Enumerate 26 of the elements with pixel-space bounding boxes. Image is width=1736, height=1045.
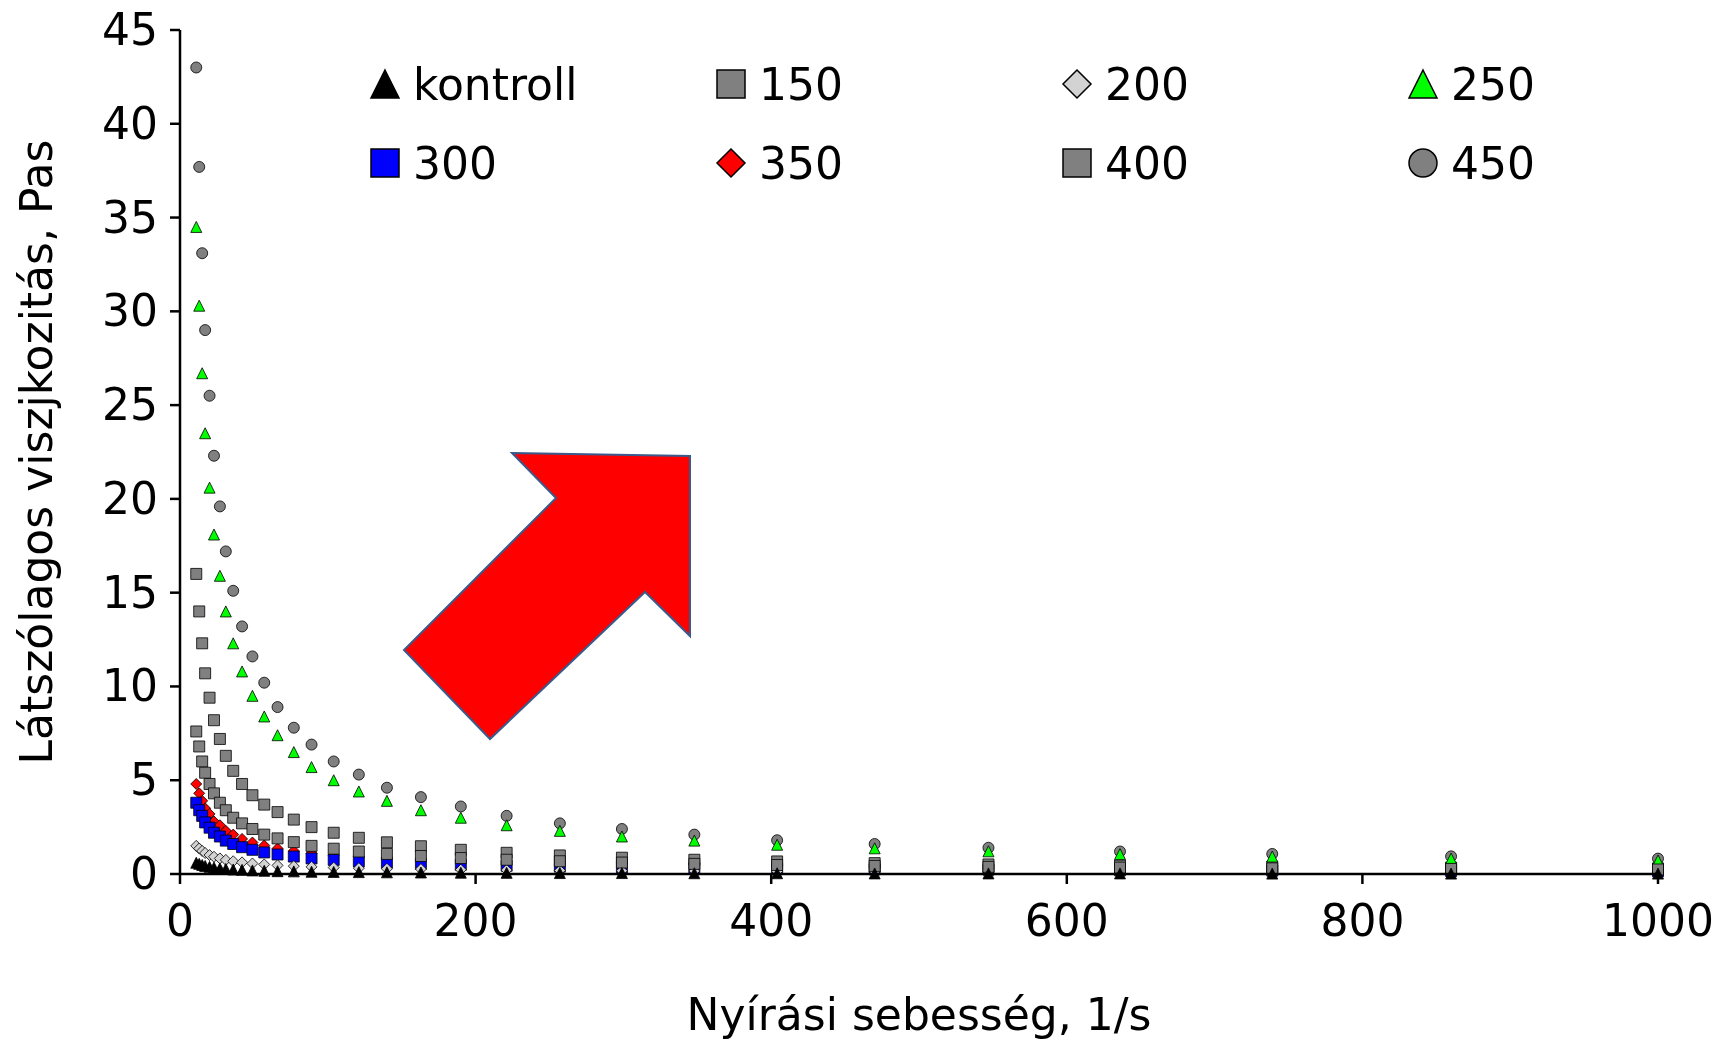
y-tick-label: 5 — [130, 754, 158, 806]
x-tick-label: 0 — [166, 895, 194, 946]
x-tick-label: 200 — [433, 895, 518, 946]
legend-label: 350 — [759, 138, 843, 189]
x-tick-label: 400 — [729, 895, 814, 946]
y-tick-label: 40 — [102, 97, 158, 149]
x-tick-label: 600 — [1024, 895, 1109, 946]
y-axis-title: Látszólagos viszjkozitás, Pas — [11, 139, 62, 765]
x-tick-label: 1000 — [1602, 895, 1714, 946]
y-tick-label: 25 — [102, 379, 158, 431]
legend-label: 450 — [1451, 138, 1535, 189]
x-axis-title: Nyírási sebesség, 1/s — [686, 989, 1152, 1040]
y-tick-label: 35 — [102, 191, 158, 243]
legend-label: 300 — [413, 138, 497, 189]
y-tick-label: 10 — [102, 660, 158, 712]
legend-label: 400 — [1105, 138, 1189, 189]
y-tick-label: 20 — [102, 472, 158, 524]
legend-label: 150 — [759, 59, 843, 110]
legend-label: 250 — [1451, 59, 1535, 110]
legend-label: kontroll — [413, 59, 578, 110]
y-tick-label: 0 — [130, 848, 158, 899]
y-tick-label: 30 — [102, 285, 158, 337]
y-tick-label: 15 — [102, 566, 158, 618]
y-tick-label: 45 — [102, 4, 158, 55]
legend-label: 200 — [1105, 59, 1189, 110]
x-tick-label: 800 — [1320, 895, 1405, 946]
